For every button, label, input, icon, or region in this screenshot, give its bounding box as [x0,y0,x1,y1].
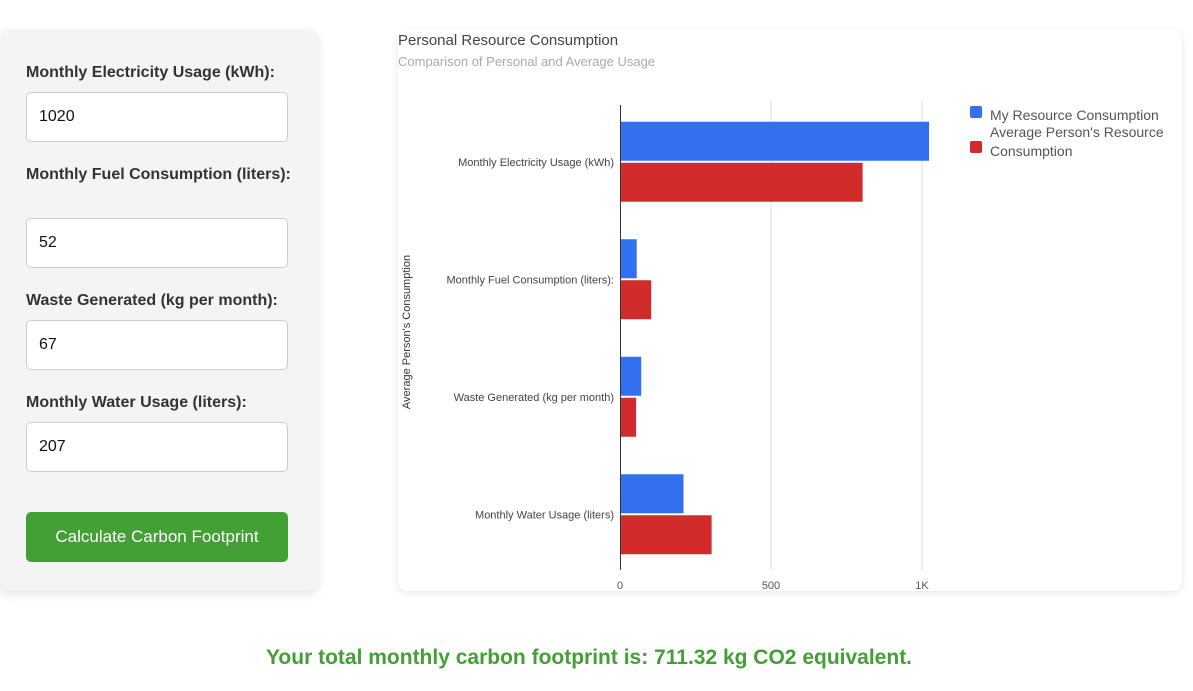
x-tick-label: 500 [762,580,780,591]
bar-my-consumption [621,239,637,279]
waste-label: Waste Generated (kg per month): [26,292,278,309]
chart-card: Personal Resource Consumption Comparison … [398,30,1182,591]
bar-average-consumption [621,515,712,555]
waste-input[interactable] [26,320,288,370]
x-tick-label: 1K [915,580,929,591]
bar-my-consumption [621,474,684,514]
legend-label-my: My Resource Consumption [990,107,1159,123]
legend-swatch-average [970,141,982,153]
calculate-carbon-footprint-button[interactable]: Calculate Carbon Footprint [26,512,288,562]
electricity-input[interactable] [26,92,288,142]
legend-swatch-my [970,106,982,118]
fuel-input[interactable] [26,218,288,268]
electricity-label: Monthly Electricity Usage (kWh): [26,64,275,81]
bar-my-consumption [621,356,642,396]
bar-my-consumption [621,121,930,161]
water-label: Monthly Water Usage (liters): [26,394,247,411]
category-label: Monthly Electricity Usage (kWh) [458,157,614,169]
bar-average-consumption [621,397,637,437]
chart-title: Personal Resource Consumption [398,32,618,49]
bar-average-consumption [621,280,652,320]
category-label: Waste Generated (kg per month) [454,392,614,404]
resource-consumption-chart: Personal Resource Consumption Comparison … [398,32,1164,591]
y-axis-title: Average Person's Consumption [401,255,413,409]
chart-subtitle: Comparison of Personal and Average Usage [398,54,655,69]
category-label: Monthly Water Usage (liters) [475,509,614,521]
category-label: Monthly Fuel Consumption (liters): [446,274,614,286]
fuel-label: Monthly Fuel Consumption (liters): [26,166,291,183]
water-input[interactable] [26,422,288,472]
bar-average-consumption [621,162,863,202]
legend-label-average: Average Person's Resource Consumption [990,124,1164,159]
input-form-panel: Monthly Electricity Usage (kWh): Monthly… [0,30,318,591]
carbon-footprint-result: Your total monthly carbon footprint is: … [265,646,913,669]
x-tick-label: 0 [617,580,623,591]
